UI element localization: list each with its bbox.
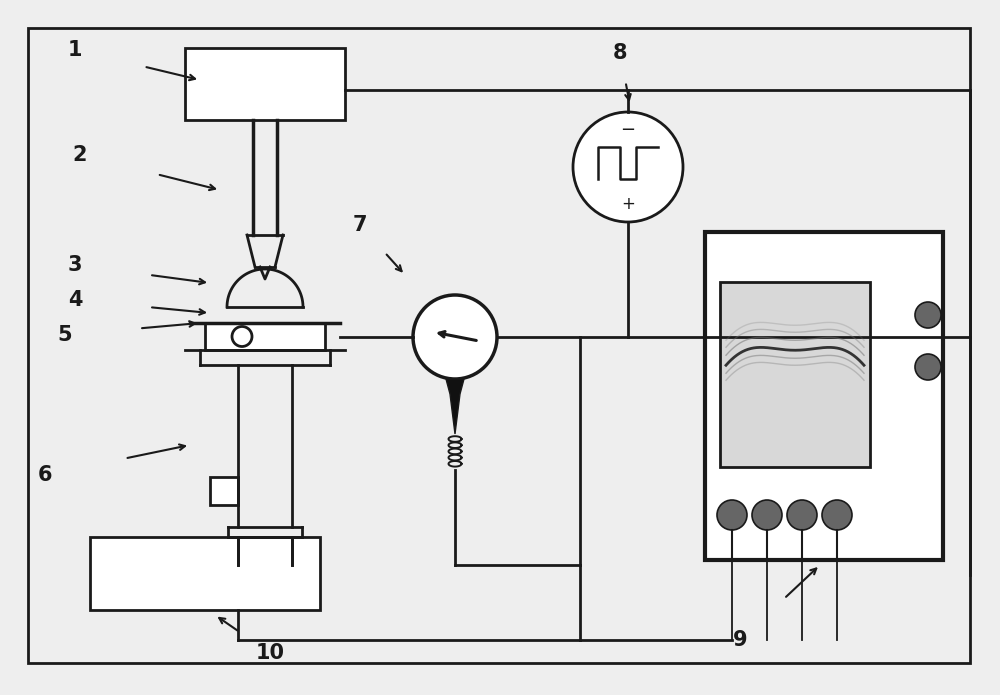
Circle shape (232, 327, 252, 347)
Circle shape (915, 302, 941, 328)
Text: 10: 10 (256, 643, 285, 663)
Text: 1: 1 (68, 40, 82, 60)
Text: 2: 2 (73, 145, 87, 165)
Bar (185, 48, 345, 120)
Circle shape (573, 112, 683, 222)
Text: 3: 3 (68, 255, 82, 275)
Bar (210, 477, 238, 505)
Circle shape (822, 500, 852, 530)
Circle shape (787, 500, 817, 530)
Circle shape (915, 354, 941, 380)
Bar (705, 232, 943, 560)
Text: 9: 9 (733, 630, 747, 650)
Bar (205, 323, 325, 350)
Bar (720, 282, 870, 467)
Text: 7: 7 (353, 215, 367, 235)
Text: 4: 4 (68, 290, 82, 310)
Text: −: − (620, 121, 636, 139)
Polygon shape (446, 379, 464, 434)
Bar (90, 537, 320, 610)
Circle shape (717, 500, 747, 530)
Text: 8: 8 (613, 43, 627, 63)
Text: 6: 6 (38, 465, 52, 485)
Text: 5: 5 (58, 325, 72, 345)
Circle shape (752, 500, 782, 530)
Circle shape (413, 295, 497, 379)
Text: +: + (621, 195, 635, 213)
